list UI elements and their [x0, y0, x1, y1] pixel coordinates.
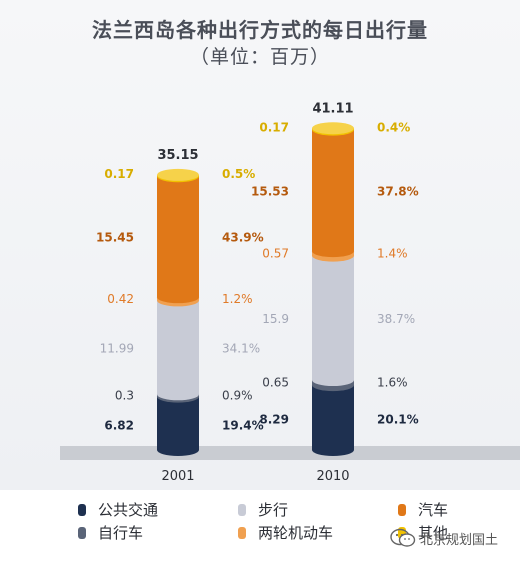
value-label-2001-0: 6.82	[104, 418, 134, 432]
percent-label-2001-4: 43.9%	[222, 231, 264, 245]
legend-label: 两轮机动车	[258, 524, 334, 542]
floor-band	[60, 446, 520, 460]
legend-item: 两轮机动车	[238, 522, 333, 543]
bar-segment-2001-2	[157, 300, 199, 395]
value-label-2010-3: 0.57	[262, 246, 289, 260]
bar-segment-2010-4	[312, 129, 354, 252]
value-label-2001-2: 11.99	[100, 341, 134, 355]
percent-label-2010-5: 0.4%	[377, 120, 410, 134]
bar-segment-2001-4	[157, 176, 199, 298]
bar-segment-2010-0	[312, 385, 354, 450]
percent-label-2001-2: 34.1%	[222, 341, 260, 355]
value-label-2001-3: 0.42	[107, 292, 134, 306]
legend-swatch	[78, 503, 86, 516]
chart-panel	[0, 0, 520, 490]
legend-swatch	[398, 503, 406, 516]
wechat-icon	[390, 528, 416, 547]
legend-item: 步行	[238, 499, 288, 520]
legend-swatch	[78, 526, 86, 539]
bar-segment-base-2010-2	[312, 374, 354, 387]
percent-label-2001-3: 1.2%	[222, 292, 253, 306]
watermark: 北京规划国土	[390, 528, 498, 548]
value-label-2001-5: 0.17	[104, 167, 134, 181]
category-label-2010: 2010	[316, 469, 349, 484]
percent-label-2010-1: 1.6%	[377, 376, 408, 390]
chart-plot: 6.82 19.4% 0.3 0.9% 11.99 34.1% 0.42 1.2% 15.45 4…	[60, 101, 520, 484]
bar-cap-2010	[312, 122, 354, 135]
percent-label-2010-2: 38.7%	[377, 312, 415, 326]
category-label-2001: 2001	[161, 469, 194, 484]
bar-segment-base-2001-4	[157, 291, 199, 304]
legend-swatch	[238, 526, 246, 539]
percent-label-2010-4: 37.8%	[377, 184, 419, 198]
bar-cap-2001	[157, 168, 199, 181]
legend-label: 公共交通	[98, 501, 159, 519]
percent-label-2010-3: 1.4%	[377, 246, 408, 260]
legend: 公共交通 步行 汽车自行车 两轮机动车 其他	[0, 495, 520, 555]
legend-item: 自行车	[78, 522, 143, 543]
legend-item: 公共交通	[78, 499, 158, 520]
legend-swatch	[238, 503, 246, 516]
bar-segment-2010-2	[312, 255, 354, 381]
legend-label: 步行	[258, 501, 289, 519]
total-label-2010: 41.11	[312, 101, 353, 116]
percent-label-2001-1: 0.9%	[222, 388, 253, 402]
value-label-2001-4: 15.45	[96, 231, 134, 245]
bar-segment-base-2001-0	[157, 444, 199, 456]
bar-segment-2001-0	[157, 396, 199, 450]
bar-segment-base-2010-4	[312, 245, 354, 258]
legend-swatch	[398, 526, 406, 539]
total-label-2001: 35.15	[157, 148, 198, 163]
legend-label: 其他	[418, 524, 449, 542]
bar-segment-base-2010-0	[312, 444, 354, 456]
bar-segment-base-2001-2	[157, 388, 199, 401]
watermark-text: 北京规划国土	[420, 532, 499, 548]
value-label-2001-1: 0.3	[115, 388, 134, 402]
value-label-2010-2: 15.9	[262, 312, 289, 326]
value-label-2010-5: 0.17	[259, 120, 289, 134]
value-label-2010-4: 15.53	[251, 184, 289, 198]
value-label-2010-0: 8.29	[259, 413, 289, 427]
chart-subtitle: （单位：百万）	[189, 46, 330, 68]
percent-label-2010-0: 20.1%	[377, 413, 419, 427]
legend-item: 其他	[398, 522, 448, 543]
percent-label-2001-5: 0.5%	[222, 167, 255, 181]
value-label-2010-1: 0.65	[262, 376, 289, 390]
legend-label: 自行车	[98, 524, 144, 542]
percent-label-2001-0: 19.4%	[222, 418, 264, 432]
legend-label: 汽车	[418, 501, 449, 519]
legend-item: 汽车	[398, 499, 448, 520]
chart-title: 法兰西岛各种出行方式的每日出行量	[92, 18, 428, 42]
